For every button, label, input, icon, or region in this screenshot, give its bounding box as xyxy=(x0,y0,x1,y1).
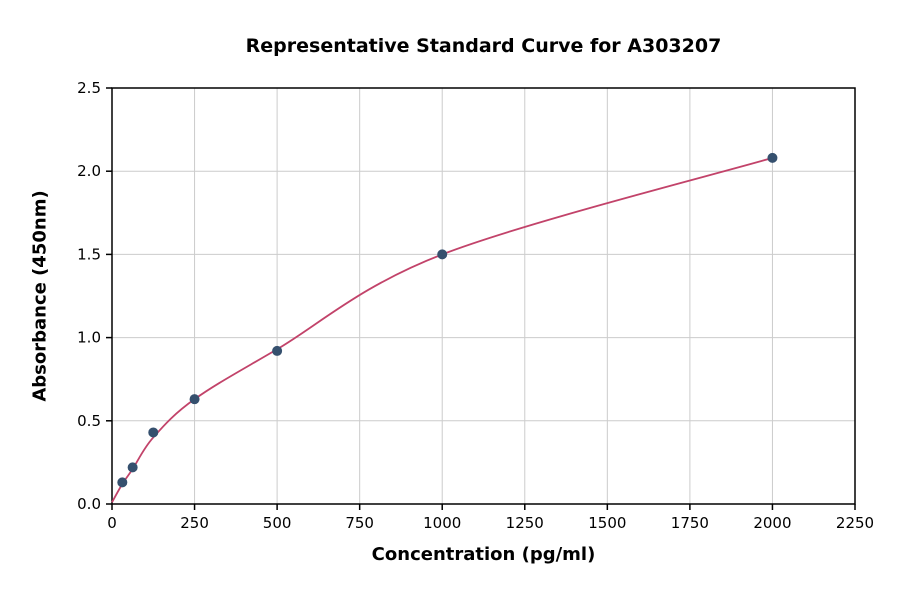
data-point xyxy=(148,427,159,438)
x-tick-label: 1000 xyxy=(423,514,461,532)
y-tick-label: 0.5 xyxy=(77,412,101,430)
axes-spines xyxy=(111,87,856,505)
fit-curve xyxy=(111,157,773,503)
y-tick-label: 2.0 xyxy=(77,162,101,180)
data-point xyxy=(272,345,283,356)
data-point xyxy=(189,394,200,405)
x-tick-label: 1250 xyxy=(506,514,544,532)
x-tick-label: 500 xyxy=(263,514,292,532)
y-tick-label: 2.5 xyxy=(77,79,101,97)
x-tick-label: 2250 xyxy=(836,514,874,532)
x-tick-label: 0 xyxy=(107,514,117,532)
x-tick-label: 1500 xyxy=(588,514,626,532)
data-point xyxy=(117,477,128,488)
data-point xyxy=(127,462,138,473)
y-axis-label: Absorbance (450nm) xyxy=(29,190,51,402)
data-point xyxy=(437,249,448,260)
y-tick-label: 1.0 xyxy=(77,329,101,347)
x-tick-label: 750 xyxy=(345,514,374,532)
chart-title: Representative Standard Curve for A30320… xyxy=(245,35,722,57)
data-point xyxy=(767,152,778,163)
x-tick-label: 2000 xyxy=(753,514,791,532)
x-tick-label: 250 xyxy=(180,514,209,532)
y-tick-label: 0.0 xyxy=(77,495,101,513)
x-axis-label: Concentration (pg/ml) xyxy=(371,544,596,565)
y-tick-label: 1.5 xyxy=(77,245,101,263)
x-tick-label: 1750 xyxy=(671,514,709,532)
